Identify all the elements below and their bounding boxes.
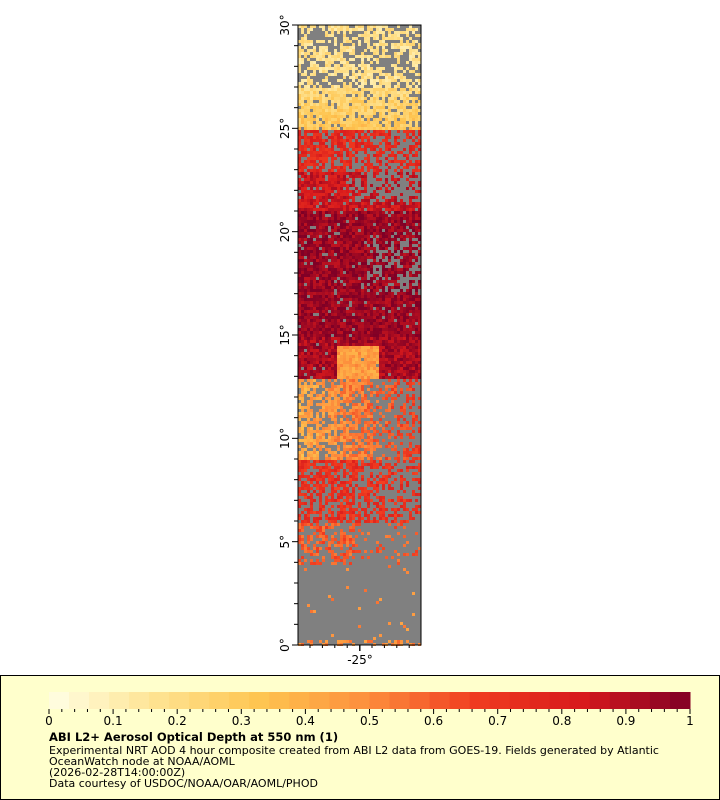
colorbar-tick-label: 0.1: [104, 714, 123, 726]
colorbar-segment: [449, 692, 471, 709]
legend-description-2: OceanWatch node at NOAA/AOML: [49, 755, 235, 768]
colorbar-segment: [629, 692, 651, 709]
colorbar-segment: [669, 692, 691, 709]
lat-tick-label: 20°: [278, 221, 292, 242]
colorbar-tick-label: 0.5: [360, 714, 379, 726]
lat-tick-label: 15°: [278, 324, 292, 345]
colorbar-segment: [109, 692, 130, 709]
colorbar-segment: [569, 692, 591, 709]
colorbar-segment: [409, 692, 431, 709]
lat-tick-label: 0°: [278, 638, 292, 652]
colorbar-segment: [329, 692, 350, 709]
colorbar-segment: [649, 692, 671, 709]
colorbar-tick-label: 0.8: [552, 714, 571, 726]
colorbar-segment: [309, 692, 330, 709]
colorbar-tick-label: 0: [45, 714, 53, 726]
colorbar-segment: [69, 692, 90, 709]
colorbar-segment: [149, 692, 170, 709]
lon-tick-label: -25°: [347, 653, 373, 667]
legend-panel: 0 0.1 0.2 0.3 0.4 0.5 0.6 0.7 0.8 0.9 1 ABI L2+ Ae…: [0, 675, 720, 800]
colorbar-segment: [529, 692, 551, 709]
colorbar-segment: [469, 692, 491, 709]
aod-map: 0° 5° 10° 15° 20° 25° 30° -25°: [278, 14, 422, 667]
colorbar-tick-label: 0.2: [168, 714, 187, 726]
colorbar-segment: [49, 692, 70, 709]
colorbar-segment: [89, 692, 110, 709]
colorbar-segment: [349, 692, 370, 709]
colorbar-segment: [189, 692, 210, 709]
colorbar-segment: [209, 692, 230, 709]
colorbar-segment: [269, 692, 290, 709]
colorbar-segment: [509, 692, 531, 709]
legend-title: ABI L2+ Aerosol Optical Depth at 550 nm …: [49, 730, 339, 744]
legend-credit: Data courtesy of USDOC/NOAA/OAR/AOML/PHO…: [49, 777, 318, 790]
colorbar-segment: [609, 692, 631, 709]
colorbar-segment: [389, 692, 411, 709]
colorbar-tick-label: 0.7: [488, 714, 507, 726]
colorbar-segment: [249, 692, 270, 709]
colorbar-segment: [369, 692, 391, 709]
lat-tick-label: 5°: [278, 535, 292, 549]
colorbar-tick-label: 0.6: [424, 714, 443, 726]
lat-tick-label: 10°: [278, 428, 292, 449]
colorbar-segment: [429, 692, 451, 709]
colorbar-tick-label: 1: [686, 714, 694, 726]
longitude-axis: -25°: [309, 645, 410, 667]
colorbar-tick-label: 0.4: [296, 714, 315, 726]
colorbar-tick-label: 0.3: [232, 714, 251, 726]
latitude-axis: 0° 5° 10° 15° 20° 25° 30°: [278, 14, 298, 652]
colorbar-segment: [589, 692, 611, 709]
legend-date: (2026-02-28T14:00:00Z): [49, 766, 186, 779]
colorbar-segment: [289, 692, 310, 709]
colorbar-segment: [169, 692, 190, 709]
colorbar-tick-label: 0.9: [616, 714, 635, 726]
colorbar: 0 0.1 0.2 0.3 0.4 0.5 0.6 0.7 0.8 0.9 1: [45, 692, 694, 726]
colorbar-segment: [549, 692, 571, 709]
aod-raster: [298, 25, 421, 646]
colorbar-segment: [489, 692, 511, 709]
colorbar-segment: [129, 692, 150, 709]
colorbar-segment: [229, 692, 250, 709]
lat-tick-label: 30°: [278, 14, 292, 35]
lat-tick-label: 25°: [278, 118, 292, 139]
legend-description-1: Experimental NRT AOD 4 hour composite cr…: [49, 744, 659, 757]
